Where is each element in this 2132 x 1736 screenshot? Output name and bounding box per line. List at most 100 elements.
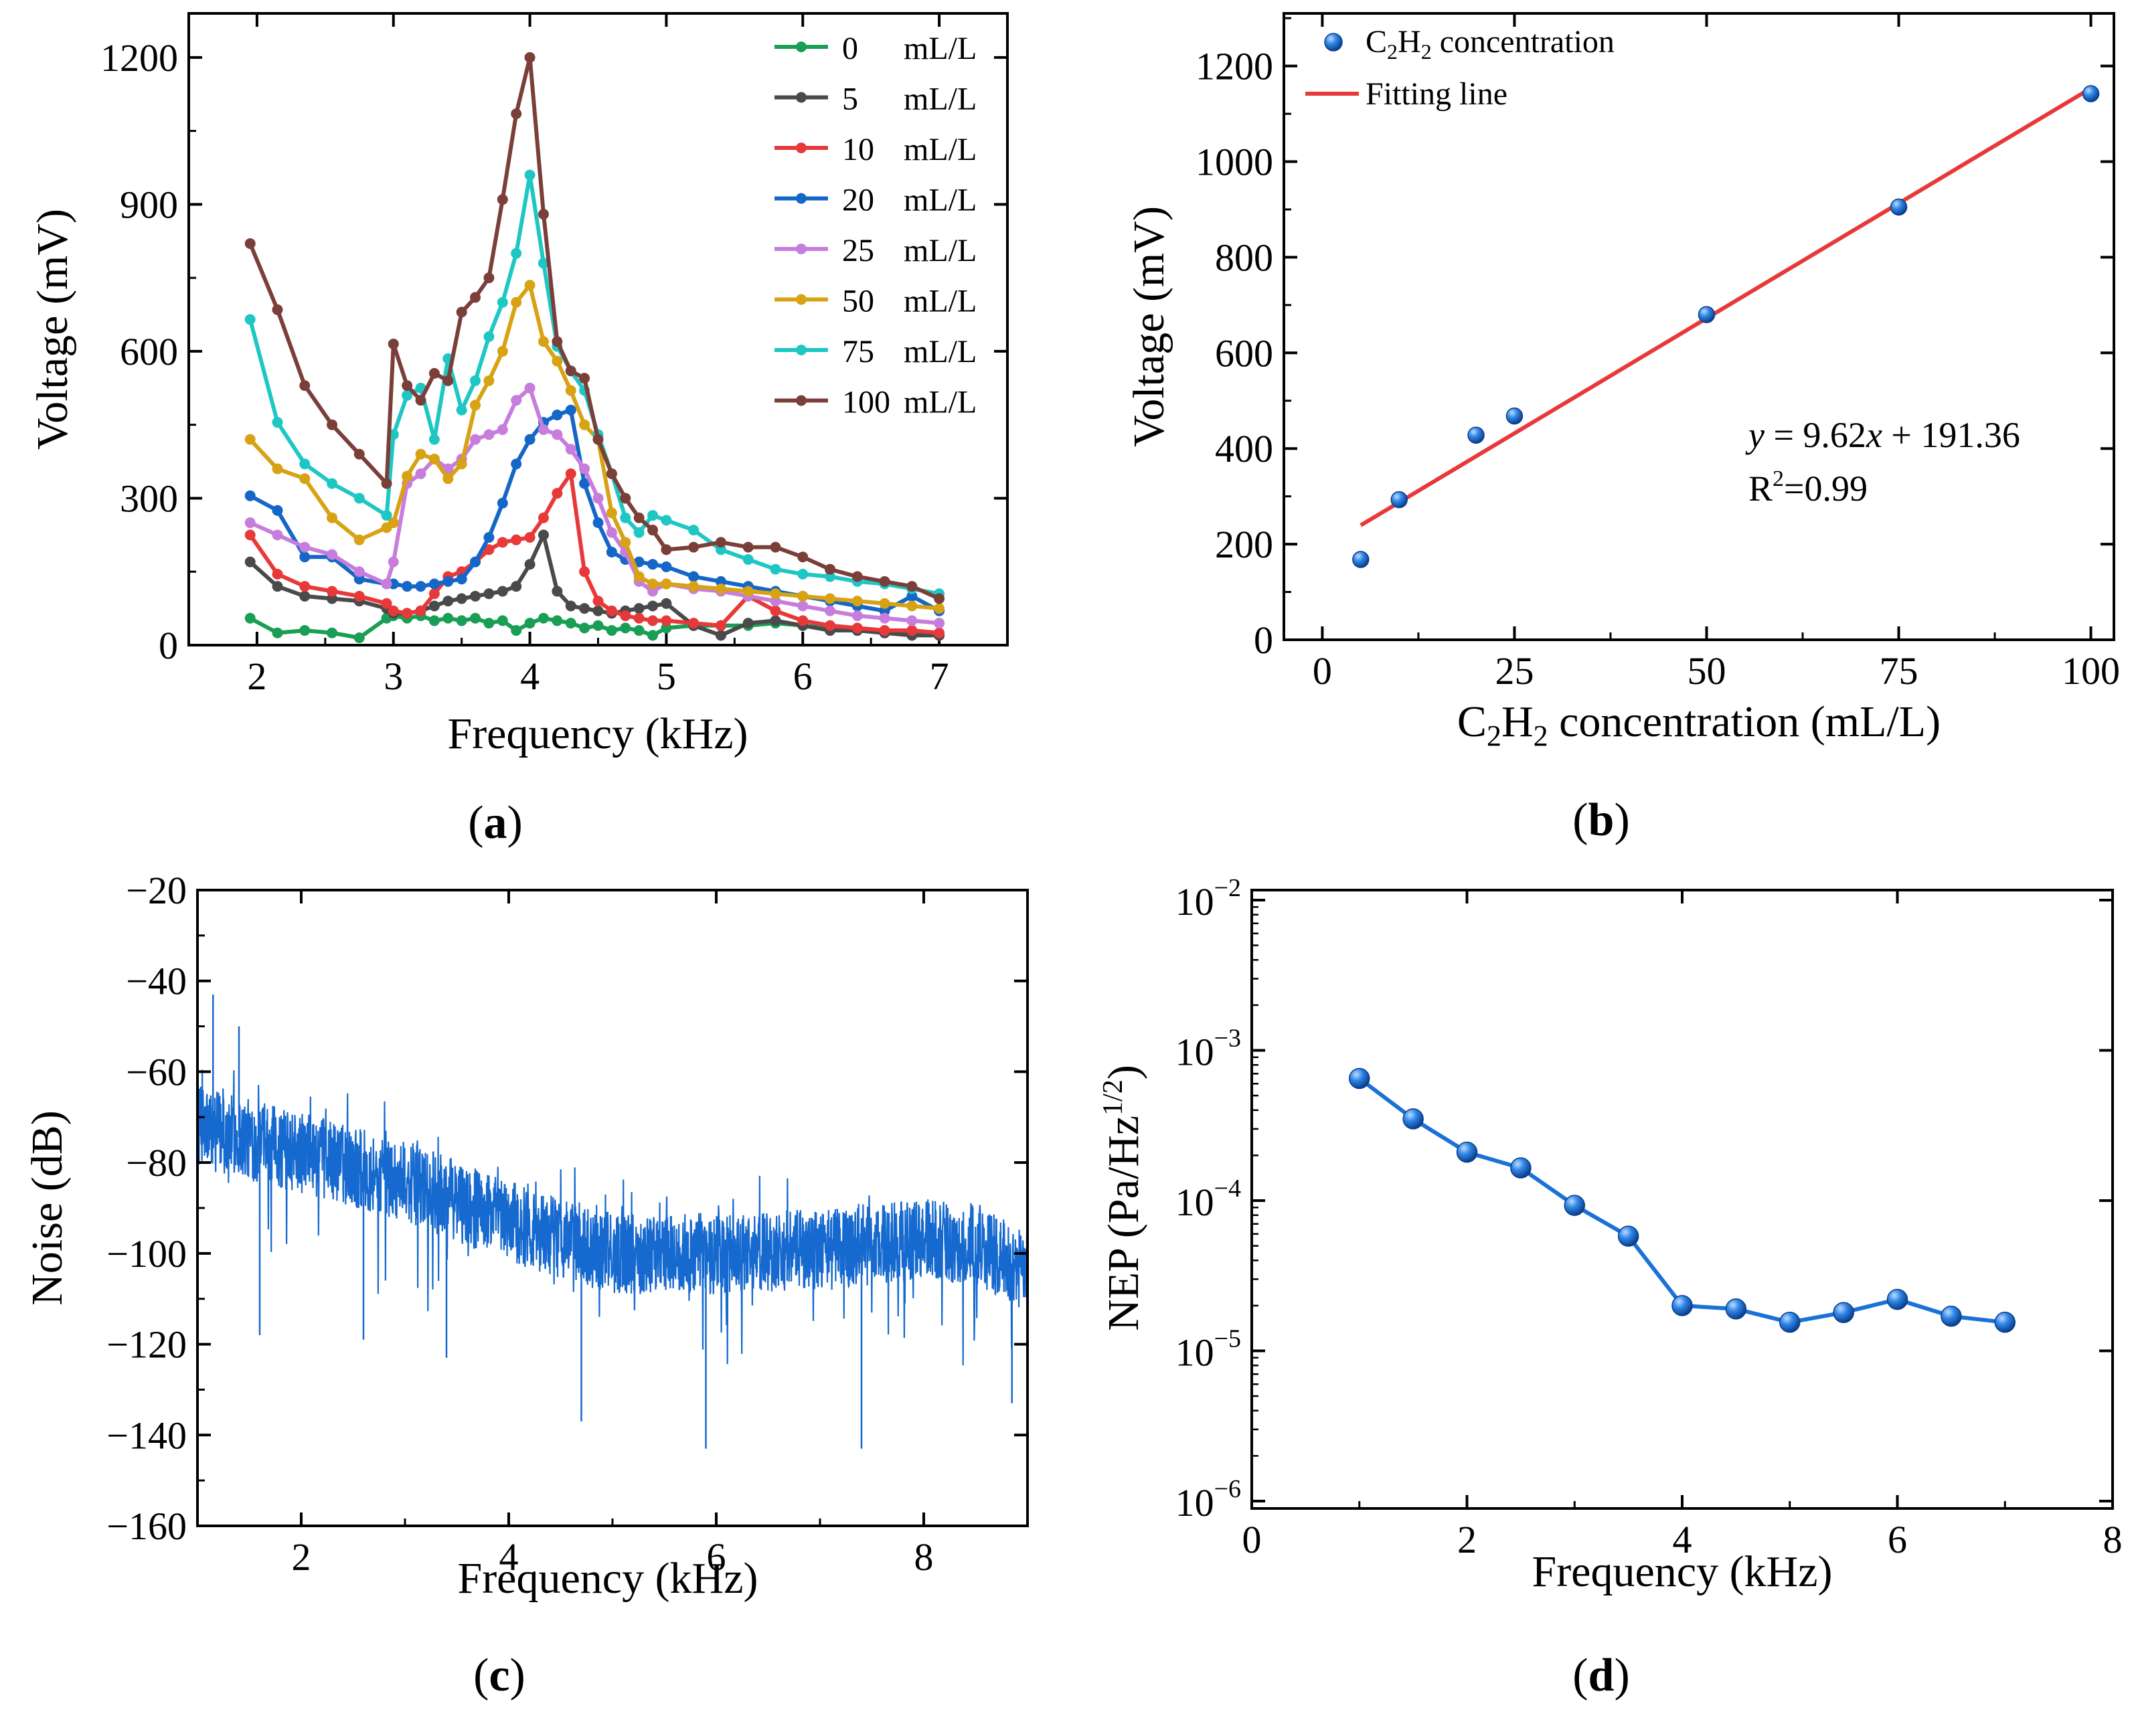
- series-5-point: [442, 596, 454, 607]
- series-100-point: [497, 194, 508, 205]
- panel-a-xlabel: Frequency (kHz): [448, 709, 748, 758]
- panel-a-xtick-label: 3: [384, 655, 403, 698]
- panel-c-ytick-label: −100: [106, 1232, 187, 1276]
- series-25-point: [327, 549, 338, 560]
- series-100-point: [299, 380, 311, 392]
- series-5-point: [497, 586, 508, 597]
- series-75-point: [647, 510, 659, 521]
- series-100-point: [381, 478, 392, 489]
- panel-b-xlabel: C2H2 concentration (mL/L): [1457, 697, 1941, 752]
- series-10-point: [797, 615, 809, 626]
- series-100-point: [272, 304, 283, 315]
- panel-b-annotation-equation: y = 9.62x + 191.36: [1745, 415, 2020, 455]
- nep-point: [1402, 1108, 1424, 1130]
- nep-point: [1779, 1312, 1801, 1333]
- panel-b-ytick-label: 400: [1215, 427, 1273, 470]
- panel-d-frame: [1250, 889, 2114, 1510]
- panel-b-xtick-label: 25: [1495, 649, 1534, 693]
- legend-a-value: 20: [842, 183, 874, 218]
- panel-d-xlabel: Frequency (kHz): [1532, 1547, 1833, 1596]
- series-100-point: [327, 419, 338, 430]
- panel-a-letter: a: [484, 797, 507, 849]
- series-10-point: [524, 532, 536, 543]
- series-10-point: [552, 488, 563, 499]
- series-10-point: [579, 566, 590, 578]
- series-5-point: [272, 581, 283, 592]
- panel-d: 0 2 4 6 8 10−6 10−5 10−4 10−3 10−2 NEP (Pa/Hz1/2)…: [1098, 874, 2123, 1701]
- series-10-point: [633, 612, 645, 624]
- series-50-point: [797, 590, 809, 602]
- series-20-point: [606, 546, 617, 557]
- nep-point: [1617, 1225, 1639, 1247]
- series-20-point: [353, 574, 365, 585]
- series-50-point: [742, 586, 754, 597]
- legend-a-marker: [796, 395, 807, 406]
- series-75-point: [402, 389, 413, 401]
- series-10-point: [415, 605, 426, 616]
- series-20-point: [688, 571, 700, 582]
- panel-b-ytick-label: 800: [1215, 236, 1273, 279]
- series-25-point: [524, 382, 536, 394]
- panel-c-ytick-label: −160: [106, 1504, 187, 1548]
- panel-c-ytick-label: −60: [126, 1050, 187, 1094]
- series-5-point: [592, 605, 604, 616]
- series-25-point: [415, 468, 426, 479]
- panel-d-xtick-label: 4: [1673, 1518, 1692, 1561]
- series-0-point: [538, 612, 549, 624]
- panel-b-xtick-label: 0: [1313, 649, 1332, 693]
- panel-a-label: (a): [468, 797, 523, 849]
- series-50-point: [770, 588, 781, 600]
- series-20-point: [483, 532, 495, 543]
- legend-a-unit: mL/L: [904, 233, 977, 268]
- data-point: [1890, 198, 1908, 216]
- series-100-point: [797, 551, 809, 563]
- panel-d-letter: d: [1588, 1650, 1615, 1701]
- series-50-point: [353, 534, 365, 545]
- legend-b-scatter-marker: [1324, 33, 1343, 52]
- series-10-point: [299, 581, 311, 592]
- series-0-point: [524, 618, 536, 629]
- series-25-point: [497, 424, 508, 436]
- panel-c-frame: [196, 889, 1029, 1527]
- series-20-point: [415, 581, 426, 592]
- panel-b-ytick-label: 200: [1215, 523, 1273, 566]
- series-5-point: [511, 581, 522, 592]
- series-100-point: [470, 292, 481, 303]
- series-0-point: [647, 630, 659, 641]
- legend-a-marker: [796, 193, 807, 204]
- series-25-point: [647, 586, 659, 597]
- series-20-point: [470, 556, 481, 568]
- data-point: [1467, 426, 1485, 444]
- nep-point: [1349, 1067, 1370, 1090]
- series-100-point: [742, 541, 754, 553]
- series-100-point: [688, 541, 700, 553]
- series-20-point: [906, 590, 918, 602]
- series-10-point: [538, 512, 549, 523]
- panel-c-ytick-label: −80: [126, 1141, 187, 1185]
- series-0-point: [497, 615, 508, 626]
- legend-a-value: 50: [842, 284, 874, 319]
- series-75-point: [272, 417, 283, 428]
- panel-c-ylabel: Noise (dB): [23, 1110, 72, 1305]
- series-50-point: [388, 517, 399, 529]
- series-25-point: [770, 596, 781, 607]
- series-100-point: [825, 563, 836, 575]
- series-50-point: [470, 400, 481, 411]
- panel-c-xtick-label: 2: [292, 1535, 311, 1579]
- legend-b-fit-label: Fitting line: [1366, 76, 1507, 112]
- series-50-point: [402, 470, 413, 482]
- series-10-point: [428, 588, 440, 600]
- series-25-point: [879, 612, 890, 624]
- series-0-point: [565, 618, 576, 629]
- series-100-point: [906, 581, 918, 592]
- series-20-point: [592, 517, 604, 529]
- panel-b-ytick-label: 600: [1215, 331, 1273, 375]
- panel-b-xtick-label: 100: [2062, 649, 2120, 693]
- series-20-point: [244, 490, 256, 501]
- series-20-point: [661, 561, 672, 572]
- panel-d-xtick-label: 2: [1457, 1518, 1477, 1561]
- legend-a-value: 75: [842, 334, 874, 369]
- fit-line: [1360, 86, 2093, 527]
- series-0-point: [620, 622, 631, 634]
- series-75-point: [511, 248, 522, 259]
